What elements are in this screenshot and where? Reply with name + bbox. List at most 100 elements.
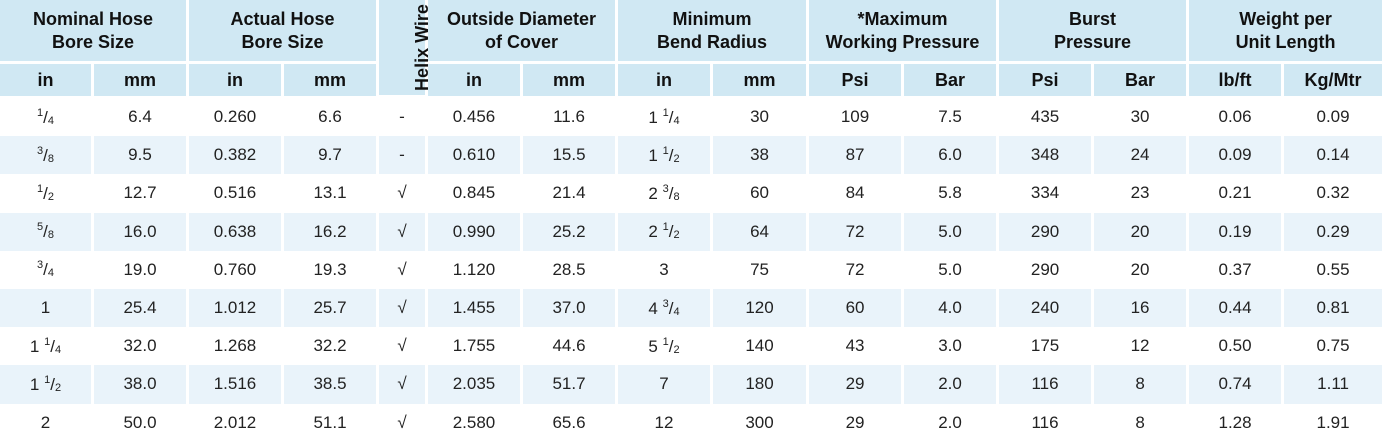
cell-act-mm: 6.6 xyxy=(284,98,379,137)
fraction-numerator: 3 xyxy=(662,182,669,195)
cell-helix: √ xyxy=(379,212,428,251)
cell-bend-in: 5 1/2 xyxy=(618,327,714,366)
header-line: Bend Radius xyxy=(657,31,768,52)
table-row: 2 50.0 2.012 51.1 √ 2.580 65.6 12 300 29 2.0 116 8 1.… xyxy=(0,403,1382,442)
cell-nom-mm: 19.0 xyxy=(94,250,189,289)
cell-nom-mm: 12.7 xyxy=(94,174,189,213)
fraction-slash: / xyxy=(668,222,674,242)
header-group-row: Nominal Hose Bore Size Actual Hose Bore Si… xyxy=(0,0,1382,98)
fraction-value: 5/8 xyxy=(37,221,54,241)
unit-label: Bar xyxy=(1094,64,1190,98)
cell-wp-bar: 5.0 xyxy=(904,250,1000,289)
cell-act-in: 1.516 xyxy=(189,365,284,404)
fraction-slash: / xyxy=(668,107,674,127)
fraction-whole: 2 xyxy=(40,412,51,432)
fraction-whole: 1 xyxy=(648,107,658,127)
cell-od-in: 0.990 xyxy=(428,212,523,251)
table-row: 1 1/4 32.0 1.268 32.2 √ 1.755 44.6 5 1/2 140 43 3.… xyxy=(0,327,1382,366)
cell-od-in: 0.845 xyxy=(428,174,523,213)
header-line: *Maximum xyxy=(857,8,948,29)
cell-w-lbft: 0.06 xyxy=(1189,98,1285,137)
cell-od-in: 1.455 xyxy=(428,288,523,328)
table-body: 1/4 6.4 0.260 6.6-0.456 11.6 1 1/4 30 109 7.5 435… xyxy=(0,98,1382,442)
unit-label: mm xyxy=(523,64,619,98)
fraction-value: 4 3/4 xyxy=(648,297,679,318)
fraction-slash: / xyxy=(668,336,674,356)
cell-od-mm: 28.5 xyxy=(523,250,619,289)
fraction-numerator: 3 xyxy=(662,297,669,310)
fraction-value: 1 1/2 xyxy=(648,144,679,165)
fraction-whole: 7 xyxy=(659,374,669,394)
header-outside-diameter: Outside Diameter of Cover xyxy=(428,0,619,64)
cell-burst-bar: 30 xyxy=(1094,98,1190,137)
fraction-whole: 1 xyxy=(40,298,51,318)
cell-nom-in: 2 xyxy=(0,403,94,442)
fraction-value: 1/4 xyxy=(37,107,54,127)
fraction-numerator: 5 xyxy=(37,221,44,234)
fraction-value: 7 xyxy=(659,374,668,393)
fraction-denominator: 8 xyxy=(673,190,680,203)
cell-act-in: 0.382 xyxy=(189,136,284,175)
cell-w-kgm: 0.09 xyxy=(1284,98,1382,137)
unit-label: in xyxy=(189,64,284,98)
cell-act-in: 2.012 xyxy=(189,403,284,442)
cell-burst-bar: 12 xyxy=(1094,327,1190,366)
fraction-whole: 12 xyxy=(654,412,674,432)
cell-wp-bar: 2.0 xyxy=(904,365,1000,404)
cell-nom-in: 3/8 xyxy=(0,136,94,175)
cell-od-in: 2.580 xyxy=(428,403,523,442)
cell-od-mm: 65.6 xyxy=(523,403,619,442)
cell-bend-in: 1 1/2 xyxy=(618,136,714,175)
cell-bend-in: 2 1/2 xyxy=(618,212,714,251)
cell-wp-bar: 5.0 xyxy=(904,212,1000,251)
fraction-numerator: 1 xyxy=(44,335,51,348)
fraction-numerator: 3 xyxy=(37,259,44,272)
cell-helix: - xyxy=(379,98,428,137)
fraction-slash: / xyxy=(43,107,48,127)
cell-od-mm: 51.7 xyxy=(523,365,619,404)
cell-wp-bar: 7.5 xyxy=(904,98,1000,137)
cell-w-kgm: 1.11 xyxy=(1284,365,1382,404)
fraction-slash: / xyxy=(668,298,674,318)
cell-helix: √ xyxy=(379,403,428,442)
cell-act-mm: 16.2 xyxy=(284,212,379,251)
cell-burst-bar: 8 xyxy=(1094,365,1190,404)
cell-od-in: 0.456 xyxy=(428,98,523,137)
cell-helix: √ xyxy=(379,288,428,328)
cell-helix: √ xyxy=(379,365,428,404)
cell-wp-psi: 72 xyxy=(809,212,905,251)
table-row: 1/4 6.4 0.260 6.6-0.456 11.6 1 1/4 30 109 7.5 435… xyxy=(0,98,1382,137)
cell-od-in: 1.120 xyxy=(428,250,523,289)
header-actual-bore: Actual Hose Bore Size xyxy=(189,0,379,64)
cell-nom-in: 1/2 xyxy=(0,174,94,213)
cell-wp-psi: 84 xyxy=(809,174,905,213)
cell-w-kgm: 0.81 xyxy=(1284,288,1382,328)
fraction-denominator: 8 xyxy=(47,152,54,165)
cell-nom-in: 1 1/4 xyxy=(0,327,94,366)
cell-od-mm: 21.4 xyxy=(523,174,619,213)
cell-bend-mm: 30 xyxy=(713,98,810,137)
fraction-value: 5 1/2 xyxy=(648,336,679,356)
fraction-value: 1 xyxy=(41,298,50,317)
fraction-denominator: 4 xyxy=(47,267,54,280)
cell-act-in: 0.638 xyxy=(189,212,284,251)
cell-bend-in: 1 1/4 xyxy=(618,98,714,137)
cell-od-mm: 25.2 xyxy=(523,212,619,251)
cell-bend-mm: 60 xyxy=(713,174,810,213)
unit-label: in xyxy=(618,64,714,98)
cell-burst-psi: 116 xyxy=(999,365,1095,404)
cell-wp-psi: 29 xyxy=(809,403,905,442)
fraction-denominator: 2 xyxy=(54,381,62,394)
cell-nom-mm: 50.0 xyxy=(94,403,189,442)
header-line: Pressure xyxy=(1054,31,1132,52)
cell-act-in: 0.516 xyxy=(189,174,284,213)
cell-bend-mm: 300 xyxy=(713,403,810,442)
cell-wp-psi: 109 xyxy=(809,98,905,137)
cell-act-in: 0.760 xyxy=(189,250,284,289)
header-line: Nominal Hose xyxy=(32,8,154,29)
cell-w-lbft: 0.21 xyxy=(1189,174,1285,213)
fraction-value: 3 xyxy=(659,260,668,279)
fraction-numerator: 1 xyxy=(662,144,669,157)
cell-nom-mm: 38.0 xyxy=(94,365,189,404)
